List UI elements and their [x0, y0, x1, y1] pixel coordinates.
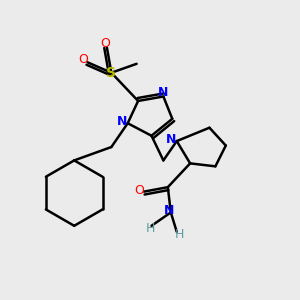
Text: N: N — [166, 133, 176, 146]
Text: N: N — [164, 203, 175, 217]
Text: S: S — [106, 66, 116, 80]
Text: N: N — [117, 115, 127, 128]
Text: O: O — [134, 184, 144, 196]
Text: N: N — [158, 86, 169, 99]
Text: H: H — [174, 228, 184, 241]
Text: O: O — [100, 37, 110, 50]
Text: H: H — [145, 222, 155, 235]
Text: O: O — [78, 53, 88, 66]
